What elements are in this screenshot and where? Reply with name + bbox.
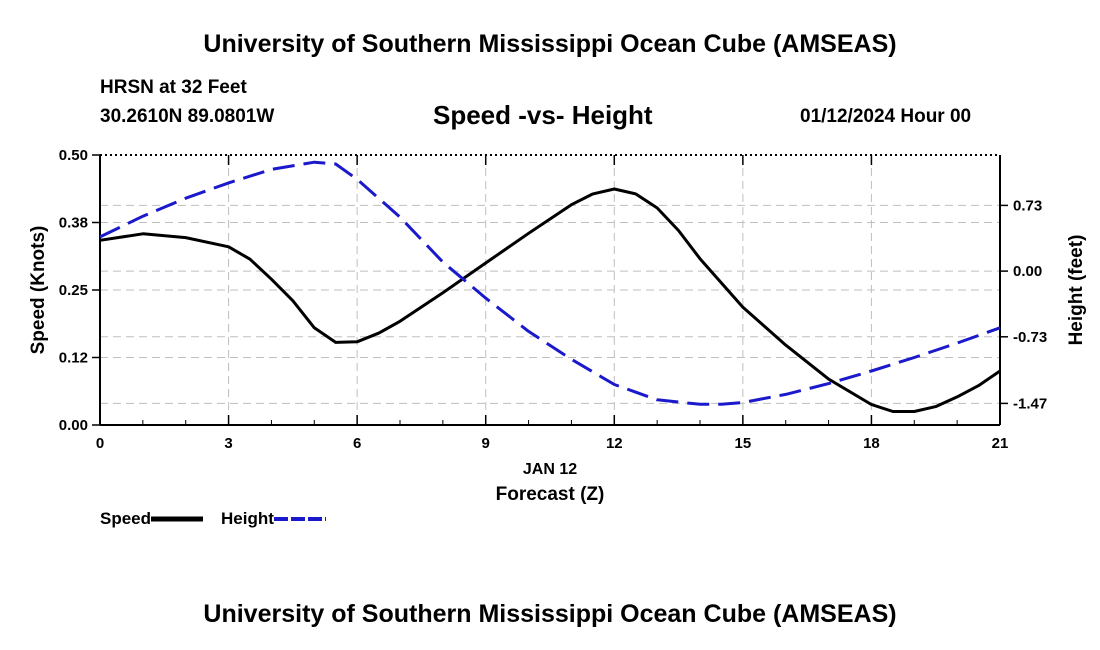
x-tick-label: 18 [863, 435, 880, 452]
y-left-tick-label: 0.25 [59, 282, 88, 299]
x-tick-label: 12 [606, 435, 623, 452]
y-right-tick-label: -0.73 [1013, 329, 1047, 346]
chart-title: Speed -vs- Height [433, 100, 653, 130]
main-title: University of Southern Mississippi Ocean… [203, 30, 897, 58]
x-tick-label: 6 [353, 435, 361, 452]
footer-title: University of Southern Mississippi Ocean… [203, 600, 897, 628]
legend-height-label: Height [221, 509, 274, 528]
x-tick-label: 3 [224, 435, 232, 452]
x-tick-label: 9 [482, 435, 490, 452]
y-right-tick-label: -1.47 [1013, 395, 1047, 412]
y-right-tick-label: 0.73 [1013, 197, 1042, 214]
y-right-tick-label: 0.00 [1013, 263, 1042, 280]
legend-height-swatch [273, 517, 326, 521]
legend-item-speed: Speed [100, 509, 204, 529]
series-line-speed [99, 187, 1001, 413]
legend-item-height: Height [221, 509, 326, 529]
y-left-tick-label: 0.00 [59, 417, 88, 434]
x-tick-label: 0 [96, 435, 104, 452]
x-axis-date-label: JAN 12 [523, 461, 577, 478]
station-coordinates: 30.2610N 89.0801W [100, 106, 275, 127]
x-axis-title: Forecast (Z) [496, 484, 605, 505]
y-left-axis-title: Speed (Knots) [28, 226, 49, 355]
series-line-height [99, 160, 1001, 406]
y-left-tick-label: 0.38 [59, 215, 88, 232]
y-right-axis-title: Height (feet) [1066, 235, 1087, 346]
station-name: HRSN at 32 Feet [100, 77, 247, 98]
speed-height-chart: 0 3 6 9 12 15 18 21 0.00 0.12 0.25 0.38 0.50 0.73 0.00… [28, 147, 1087, 505]
legend-speed-swatch [151, 516, 204, 522]
y-left-tick-label: 0.12 [59, 350, 88, 367]
legend: Speed Height [100, 509, 344, 529]
y-left-tick-label: 0.50 [59, 147, 88, 164]
run-time: 01/12/2024 Hour 00 [800, 106, 972, 127]
x-tick-label: 21 [992, 435, 1009, 452]
x-tick-label: 15 [735, 435, 752, 452]
legend-speed-label: Speed [100, 509, 152, 528]
